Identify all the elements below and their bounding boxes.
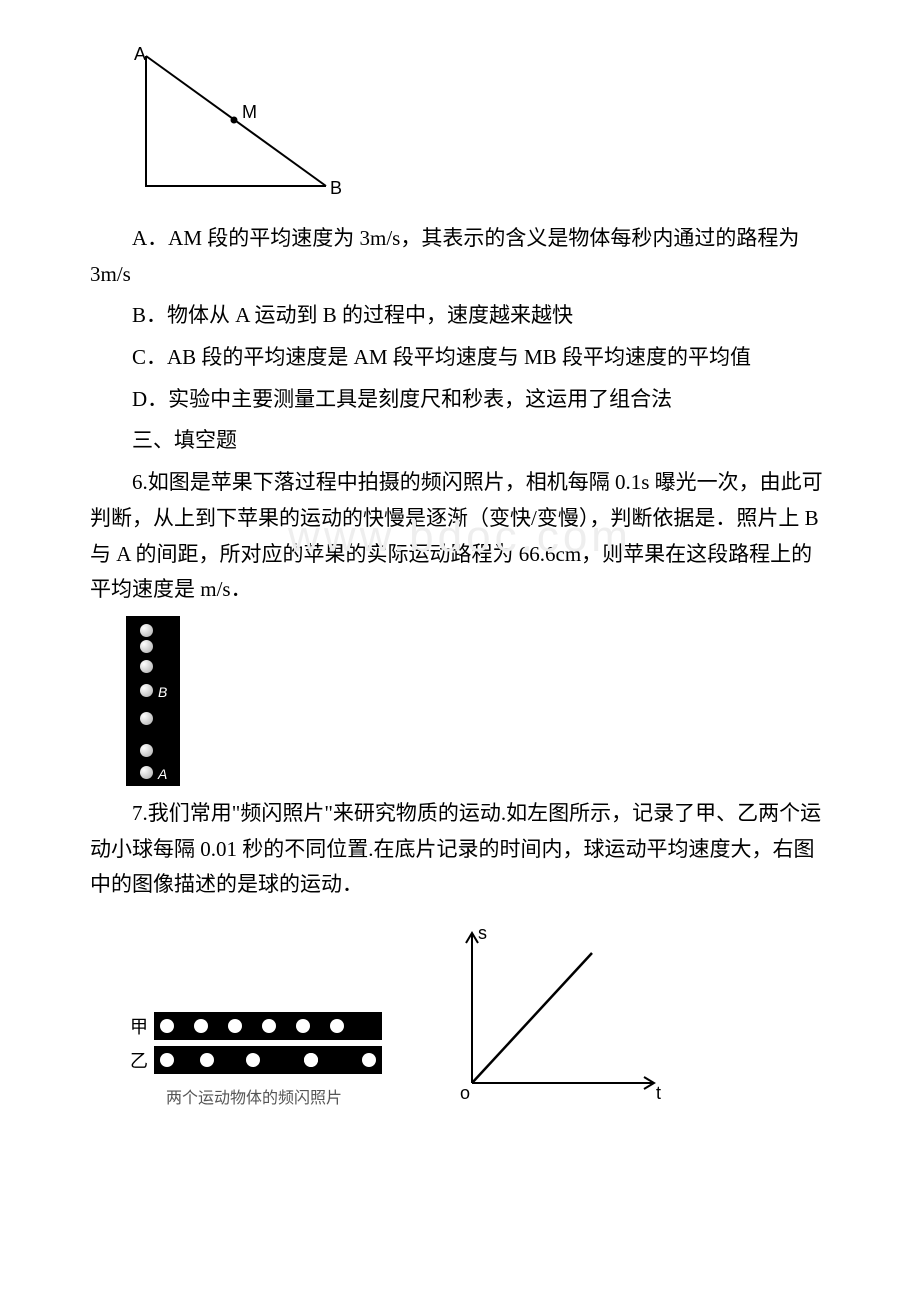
label-M: M xyxy=(242,102,257,122)
strobe-dot xyxy=(296,1019,310,1033)
apple-dot xyxy=(140,624,153,637)
row2-label: 乙 xyxy=(126,1047,148,1073)
strobe-dot xyxy=(228,1019,242,1033)
axis-t-label: t xyxy=(656,1083,661,1103)
q7-text: 7.我们常用"频闪照片"来研究物质的运动.如左图所示，记录了甲、乙两个运动小球每… xyxy=(90,796,830,903)
q7-strobe-photo: 甲 乙 两个运动物体的频闪照片 xyxy=(126,1012,382,1108)
strip-jia xyxy=(154,1012,382,1040)
apple-label-B: B xyxy=(158,684,167,700)
row1-label: 甲 xyxy=(126,1013,148,1039)
strobe-dot xyxy=(262,1019,276,1033)
q5-option-a: A．AM 段的平均速度为 3m/s，其表示的含义是物体每秒内通过的路程为 3m/… xyxy=(90,221,830,292)
apple-dot xyxy=(140,660,153,673)
strobe-dot xyxy=(304,1053,318,1067)
strip-yi xyxy=(154,1046,382,1074)
q5-figure: A M B xyxy=(126,46,830,211)
strobe-dot xyxy=(200,1053,214,1067)
strobe-dot xyxy=(194,1019,208,1033)
label-B: B xyxy=(330,178,342,198)
q5-option-c: C．AB 段的平均速度是 AM 段平均速度与 MB 段平均速度的平均值 xyxy=(90,340,830,376)
strobe-dot xyxy=(246,1053,260,1067)
origin-label: o xyxy=(460,1083,470,1103)
q5-option-d: D．实验中主要测量工具是刻度尺和秒表，这运用了组合法 xyxy=(90,382,830,418)
triangle-diagram: A M B xyxy=(126,46,346,206)
strobe-dot xyxy=(160,1053,174,1067)
strobe-dot xyxy=(330,1019,344,1033)
axis-s-label: s xyxy=(478,923,487,943)
apple-dot xyxy=(140,684,153,697)
strobe-dot xyxy=(160,1019,174,1033)
strobe-dot xyxy=(362,1053,376,1067)
q7-st-graph: s t o xyxy=(442,923,672,1108)
apple-dot xyxy=(140,744,153,757)
q5-option-b: B．物体从 A 运动到 B 的过程中，速度越来越快 xyxy=(90,298,830,334)
q7-caption: 两个运动物体的频闪照片 xyxy=(166,1084,342,1108)
apple-dot xyxy=(140,766,153,779)
apple-dot xyxy=(140,712,153,725)
q7-figures: 甲 乙 两个运动物体的频闪照片 s t o xyxy=(126,923,830,1108)
q6-strobe-photo: BA xyxy=(126,616,180,786)
section-3-title: 三、填空题 xyxy=(90,423,830,459)
apple-label-A: A xyxy=(158,766,167,782)
apple-dot xyxy=(140,640,153,653)
q6-text: 6.如图是苹果下落过程中拍摄的频闪照片，相机每隔 0.1s 曝光一次，由此可判断… xyxy=(90,465,830,608)
label-A: A xyxy=(134,46,146,64)
